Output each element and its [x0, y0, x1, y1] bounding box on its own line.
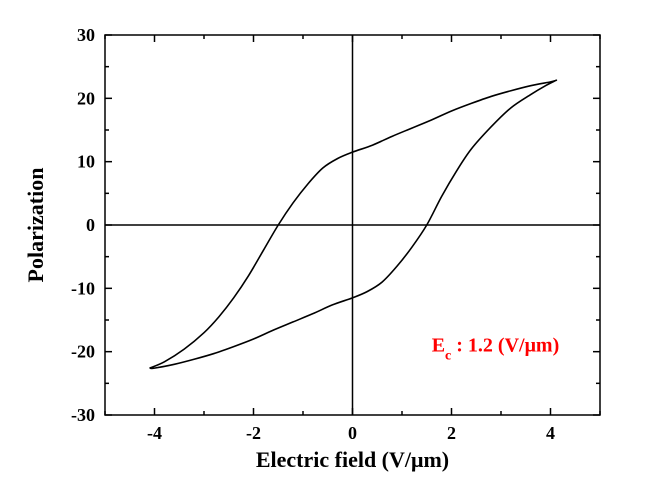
y-tick-label: 10 — [77, 152, 95, 172]
y-tick-label: 20 — [77, 88, 95, 108]
y-axis-title: Polarization — [23, 168, 48, 283]
y-tick-label: -20 — [71, 342, 95, 362]
hysteresis-chart: -4-2024-30-20-100102030Electric field (V… — [0, 0, 660, 500]
x-tick-label: 0 — [348, 423, 357, 443]
x-tick-label: 2 — [447, 423, 456, 443]
y-tick-label: -30 — [71, 405, 95, 425]
coercive-field-annotation: Ec : 1.2 (V/μm) — [432, 335, 560, 364]
x-axis-title: Electric field (V/μm) — [256, 447, 449, 472]
y-tick-label: 30 — [77, 25, 95, 45]
x-tick-label: -2 — [246, 423, 261, 443]
y-tick-label: -10 — [71, 278, 95, 298]
chart-svg: -4-2024-30-20-100102030Electric field (V… — [0, 0, 660, 500]
y-tick-label: 0 — [86, 215, 95, 235]
x-tick-label: 4 — [546, 423, 555, 443]
x-tick-label: -4 — [147, 423, 162, 443]
